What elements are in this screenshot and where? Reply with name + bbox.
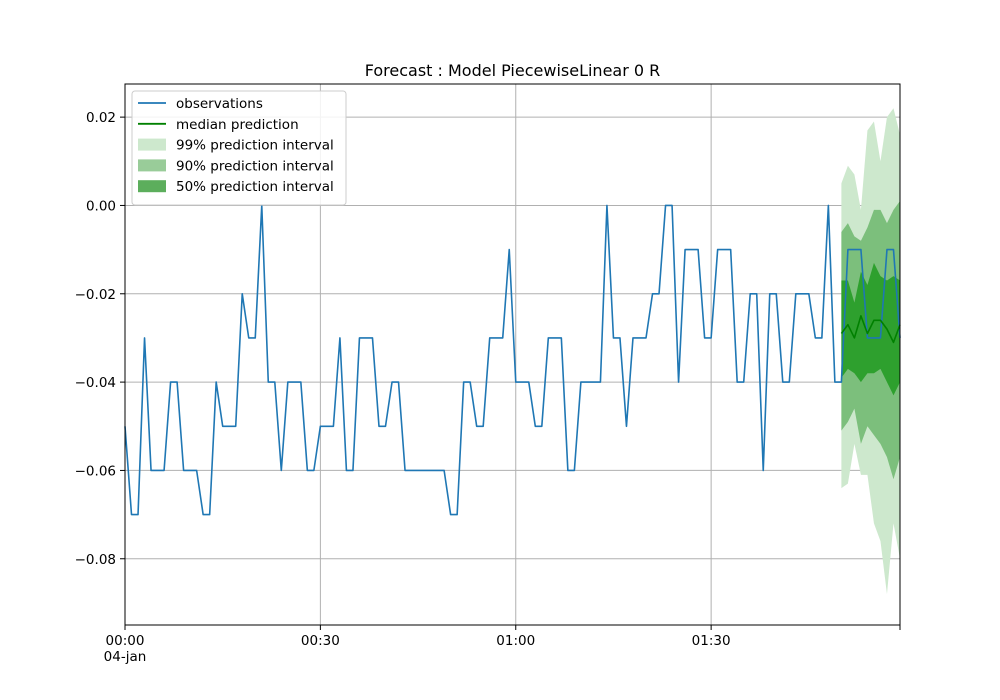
x-tick-label-0: 00:00	[106, 633, 145, 649]
y-tick-label-0: 0.02	[86, 110, 116, 126]
x-tick-label-2: 01:00	[496, 633, 535, 649]
x-tick-label-1: 00:30	[301, 633, 340, 649]
legend-swatch-99-prediction-interval	[138, 138, 166, 151]
legend: observations median prediction 99% predict…	[131, 90, 347, 206]
band-50-prediction-interval	[841, 262, 900, 396]
x-tick-sublabel-0: 04-jan	[104, 649, 147, 665]
legend-label-observations: observations	[176, 96, 263, 112]
legend-swatch-50-prediction-interval	[138, 180, 166, 193]
y-tick-label-4: −0.06	[75, 463, 116, 479]
legend-label-median-prediction: median prediction	[176, 117, 299, 133]
axes-frame	[124, 83, 901, 626]
legend-label-90-prediction-interval: 90% prediction interval	[176, 158, 334, 174]
y-tick-label-2: −0.02	[75, 287, 116, 303]
legend-label-99-prediction-interval: 99% prediction interval	[176, 138, 334, 154]
y-tick-label-3: −0.04	[75, 375, 116, 391]
legend-label-50-prediction-interval: 50% prediction interval	[176, 179, 334, 195]
legend-swatch-90-prediction-interval	[138, 159, 166, 172]
chart-title: Forecast : Model PiecewiseLinear 0 R	[365, 61, 661, 80]
y-tick-label-5: −0.08	[75, 552, 116, 568]
series-line-median-prediction	[840, 315, 901, 344]
y-tick-label-1: 0.00	[86, 198, 116, 214]
series-lines	[124, 204, 901, 516]
prediction-bands	[841, 108, 900, 595]
legend-box	[131, 90, 347, 206]
y-axis: 0.02 0.00 −0.02 −0.04 −0.06 −0.08	[75, 110, 125, 568]
plot-frame	[124, 83, 901, 626]
x-tick-label-3: 01:30	[692, 633, 731, 649]
series-line-observations	[124, 204, 901, 516]
